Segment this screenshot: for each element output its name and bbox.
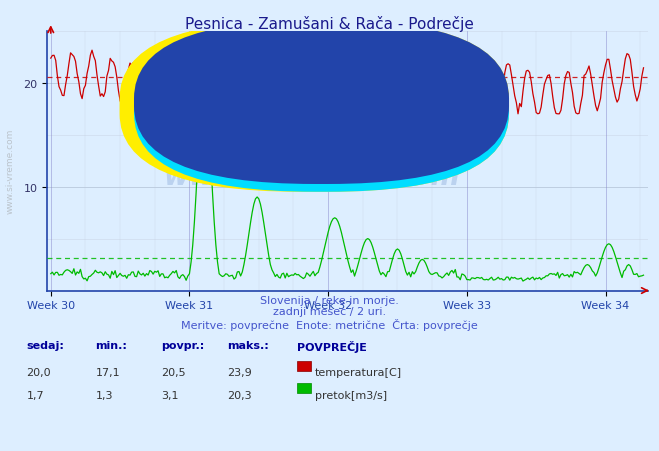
Text: povpr.:: povpr.: [161, 341, 205, 350]
Text: 20,5: 20,5 [161, 368, 186, 377]
Text: 1,3: 1,3 [96, 390, 113, 400]
Text: www.si-vreme.com: www.si-vreme.com [163, 163, 460, 191]
Text: 17,1: 17,1 [96, 368, 120, 377]
FancyBboxPatch shape [134, 21, 509, 184]
Text: 1,7: 1,7 [26, 390, 44, 400]
FancyBboxPatch shape [134, 29, 509, 192]
Text: min.:: min.: [96, 341, 127, 350]
Text: zadnji mesec / 2 uri.: zadnji mesec / 2 uri. [273, 307, 386, 317]
Text: POVPREČJE: POVPREČJE [297, 341, 366, 353]
Text: 20,3: 20,3 [227, 390, 252, 400]
FancyBboxPatch shape [119, 21, 509, 192]
Text: Meritve: povprečne  Enote: metrične  Črta: povprečje: Meritve: povprečne Enote: metrične Črta:… [181, 318, 478, 330]
Text: sedaj:: sedaj: [26, 341, 64, 350]
Text: Slovenija / reke in morje.: Slovenija / reke in morje. [260, 295, 399, 305]
Text: maks.:: maks.: [227, 341, 269, 350]
Text: pretok[m3/s]: pretok[m3/s] [315, 390, 387, 400]
Text: temperatura[C]: temperatura[C] [315, 368, 402, 377]
Text: 3,1: 3,1 [161, 390, 179, 400]
Text: 20,0: 20,0 [26, 368, 51, 377]
Text: 23,9: 23,9 [227, 368, 252, 377]
Text: www.si-vreme.com: www.si-vreme.com [5, 129, 14, 214]
Text: Pesnica - Zamušani & Rača - Podrečje: Pesnica - Zamušani & Rača - Podrečje [185, 16, 474, 32]
